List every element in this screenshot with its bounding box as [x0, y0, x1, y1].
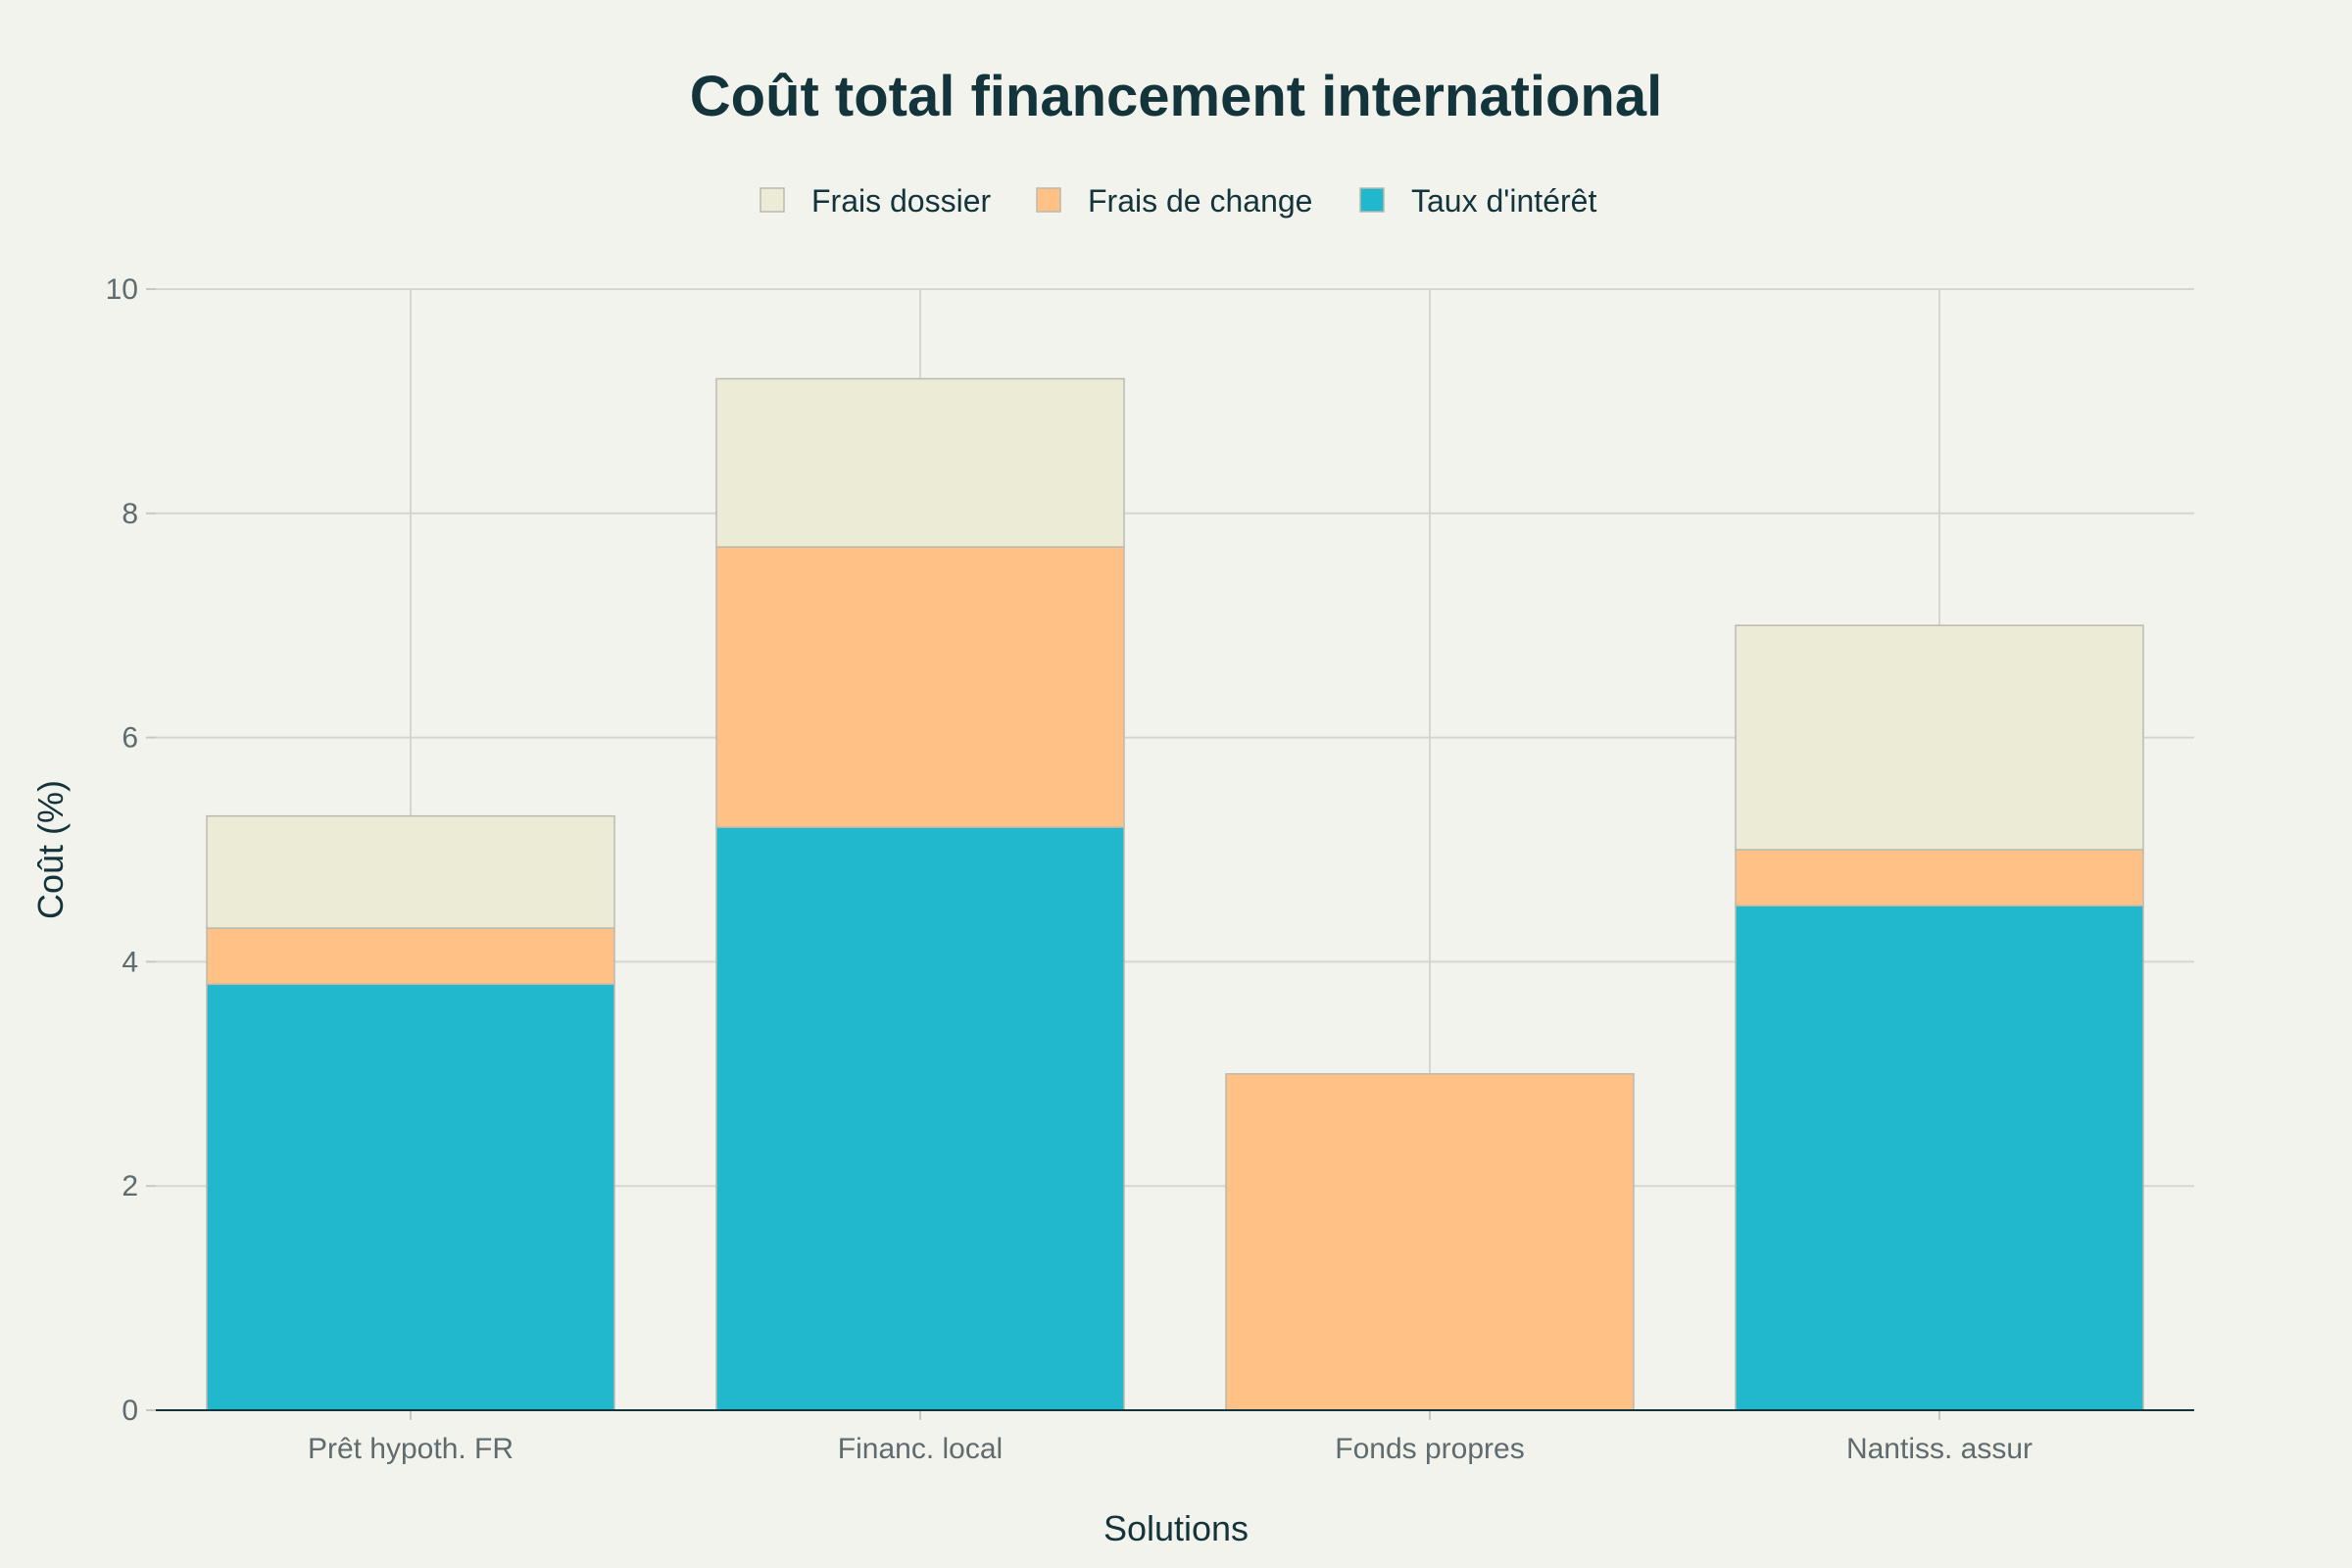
legend-swatch	[760, 187, 785, 213]
bar-segment[interactable]	[206, 983, 615, 1411]
y-tick-label: 2	[122, 1170, 138, 1202]
bar-segment[interactable]	[1735, 905, 2144, 1411]
legend-item[interactable]: Frais dossier	[760, 183, 992, 219]
x-tick-label: Financ. local	[838, 1433, 1003, 1465]
bar-segment[interactable]	[1735, 624, 2144, 851]
chart-title: Coût total financement international	[690, 65, 1663, 128]
legend-item[interactable]: Taux d'intérêt	[1359, 183, 1596, 219]
legend-label: Frais de change	[1088, 183, 1312, 219]
bar-segment[interactable]	[1225, 1073, 1635, 1411]
legend[interactable]: Frais dossier Frais de change Taux d'intér…	[760, 183, 1596, 219]
axes: 0 2 4 6 8 10 Prêt hypoth. FR Financ. local Fonds…	[106, 273, 2194, 1465]
x-tick-label: Prêt hypoth. FR	[308, 1433, 514, 1465]
bar-segment[interactable]	[715, 546, 1125, 828]
y-tick-label: 8	[122, 498, 138, 530]
y-axis-title: Coût (%)	[30, 780, 71, 919]
y-tick-label: 0	[122, 1395, 138, 1427]
y-tick-label: 4	[122, 946, 138, 978]
bar-segment[interactable]	[715, 826, 1125, 1411]
bar-segment[interactable]	[1735, 849, 2144, 906]
legend-item[interactable]: Frais de change	[1036, 183, 1312, 219]
bar-segment[interactable]	[715, 377, 1125, 548]
x-axis-title: Solutions	[1103, 1508, 1249, 1548]
bar-segment[interactable]	[206, 927, 615, 986]
bar-segment[interactable]	[206, 814, 615, 929]
x-tick-label: Fonds propres	[1335, 1433, 1524, 1465]
bars	[206, 377, 2144, 1411]
y-tick-label: 10	[106, 273, 138, 306]
legend-label: Frais dossier	[811, 183, 992, 219]
x-tick-label: Nantiss. assur	[1846, 1433, 2033, 1465]
legend-label: Taux d'intérêt	[1411, 183, 1596, 219]
legend-swatch	[1359, 187, 1385, 213]
y-tick-label: 6	[122, 722, 138, 755]
legend-swatch	[1036, 187, 1061, 213]
